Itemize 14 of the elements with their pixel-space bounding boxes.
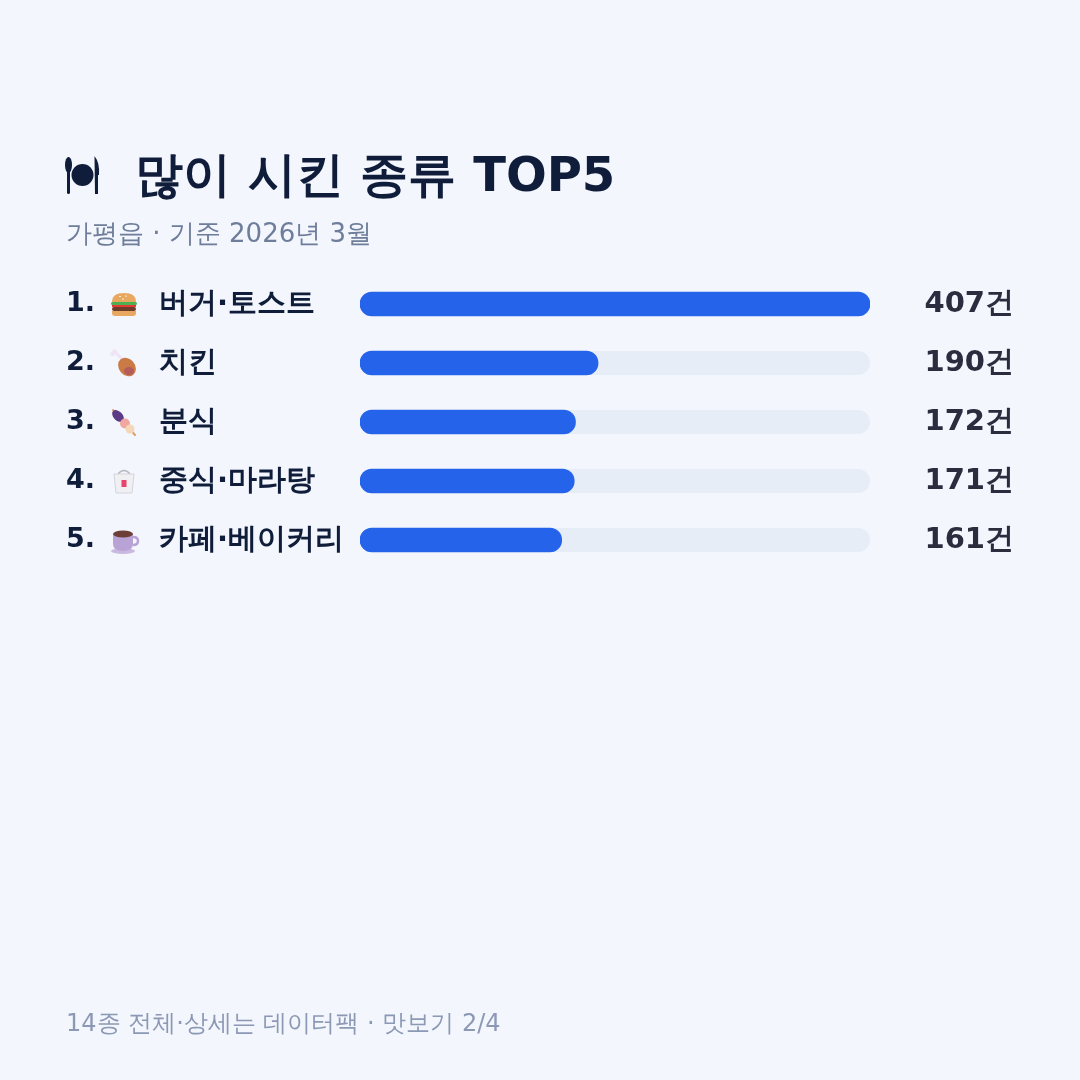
data-label: 172건 bbox=[924, 402, 1014, 437]
data-label: 171건 bbox=[924, 461, 1014, 496]
chart-subtitle: 가평읍 · 기준 2026년 3월 bbox=[66, 217, 373, 250]
category-label: 4. 중식·마라탕 bbox=[66, 461, 316, 496]
category-label: 3. 분식 bbox=[66, 402, 217, 437]
chart-title: 많이 시킨 종류 TOP5 bbox=[135, 145, 616, 204]
data-label: 190건 bbox=[924, 343, 1014, 378]
category-label: 2. 치킨 bbox=[66, 343, 217, 378]
data-label: 407건 bbox=[924, 284, 1014, 319]
category-label: 5. 카페·베이커리 bbox=[66, 520, 345, 555]
bar bbox=[360, 291, 870, 317]
category-label: 1. 버거·토스트 bbox=[66, 284, 316, 319]
data-label: 161건 bbox=[924, 520, 1014, 555]
text: 14종 전체·상세는 데이터팩 · 맛보기 2/4 bbox=[66, 1008, 501, 1039]
